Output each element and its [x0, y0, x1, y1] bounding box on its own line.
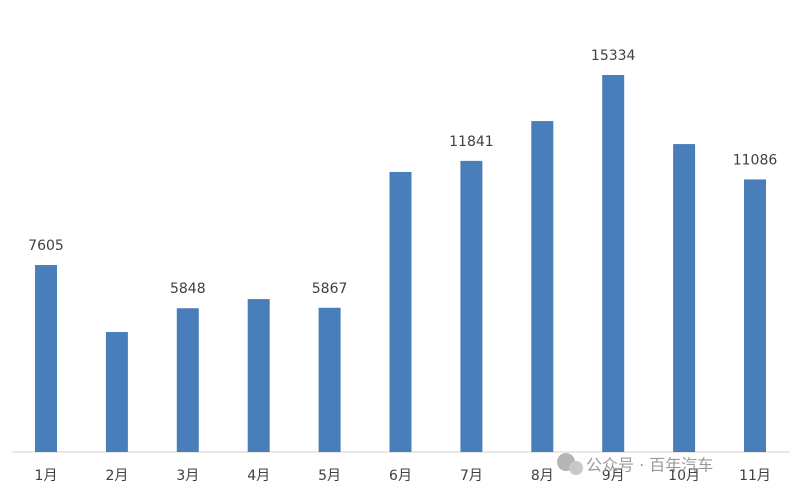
watermark: 公众号 · 百年汽车: [586, 456, 713, 475]
data-label: 11086: [733, 152, 778, 168]
x-tick-label: 5月: [318, 468, 341, 484]
x-tick-label: 1月: [35, 468, 58, 484]
x-tick-label: 8月: [531, 468, 554, 484]
bar: [247, 299, 270, 452]
data-label: 5848: [170, 281, 206, 297]
data-label: 15334: [591, 48, 636, 64]
x-tick-label: 4月: [247, 468, 270, 484]
bar: [744, 179, 766, 452]
watermark-icon: [569, 461, 583, 475]
x-tick-label: 2月: [105, 468, 128, 484]
x-tick-label: 6月: [389, 468, 412, 484]
x-tick-label: 3月: [176, 468, 199, 484]
bar: [602, 75, 625, 452]
data-label: 11841: [449, 134, 494, 150]
bar: [673, 144, 696, 452]
watermark-group: 公众号 · 百年汽车: [557, 453, 713, 475]
bar: [176, 308, 199, 452]
data-label: 7605: [28, 238, 64, 254]
bar: [531, 121, 554, 453]
x-tick-label: 9月: [602, 468, 625, 484]
bar: [460, 160, 483, 452]
bar: [318, 307, 341, 452]
data-label: 5867: [312, 281, 348, 297]
x-tick-label: 11月: [739, 468, 771, 484]
bar: [105, 332, 128, 452]
bar: [35, 265, 57, 452]
bar: [389, 171, 412, 452]
x-tick-label: 7月: [460, 468, 483, 484]
x-tick-label: 10月: [668, 468, 700, 484]
